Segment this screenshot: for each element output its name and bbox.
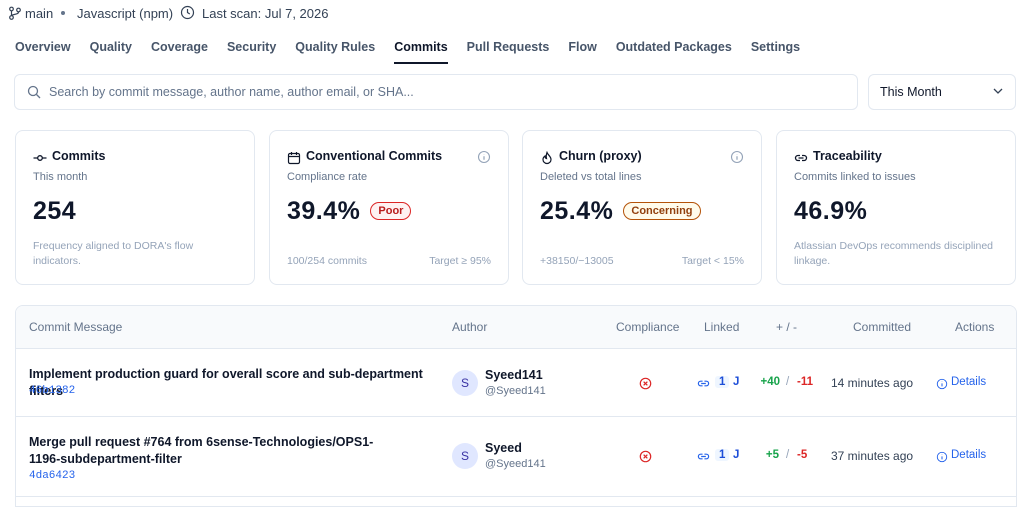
- card-footer-left: +38150/−13005: [540, 255, 614, 267]
- noncompliant-icon: [639, 377, 652, 389]
- card-value: 39.4% Poor: [287, 197, 412, 226]
- committed-time: 14 minutes ago: [831, 375, 914, 390]
- card-footer: Frequency aligned to DORA's flow indicat…: [33, 240, 194, 267]
- card-footer-left: 100/254 commits: [287, 255, 367, 267]
- separator: /: [786, 449, 790, 461]
- search-box[interactable]: Search by commit message, author name, a…: [14, 74, 858, 110]
- commit-message: Implement production guard for overall s…: [29, 367, 423, 398]
- clock-icon: [180, 5, 195, 20]
- lines-removed: -5: [797, 449, 808, 461]
- tab[interactable]: Commits: [394, 40, 448, 64]
- author-handle: @Syeed141: [485, 384, 546, 397]
- avatar: S: [452, 369, 478, 396]
- card-footer-right: Target < 15%: [681, 255, 744, 267]
- details-icon: [936, 378, 948, 389]
- committed-time: 37 minutes ago: [831, 449, 914, 463]
- column-header: + / -: [776, 320, 798, 334]
- noncompliant-icon: [639, 450, 652, 463]
- column-header: Actions: [955, 320, 995, 334]
- link-icon: [697, 380, 710, 386]
- card-value: 46.9%: [794, 197, 867, 226]
- card-icon: [542, 151, 552, 165]
- search-icon: [27, 85, 41, 99]
- value: 39.4%: [287, 197, 361, 225]
- lines-removed: -11: [797, 375, 813, 388]
- period-select[interactable]: This Month: [868, 74, 1016, 110]
- card-title: Conventional Commits: [306, 149, 443, 163]
- commit-row: Implement production guard for overall s…: [16, 349, 1016, 417]
- card-icon: [794, 154, 808, 162]
- branch-icon: [9, 6, 21, 20]
- info-icon: [730, 150, 744, 164]
- chevron: [993, 88, 1003, 94]
- card-value: 25.4% Concerning: [540, 197, 701, 226]
- details-icon: [936, 451, 948, 463]
- separator: /: [786, 375, 790, 388]
- metric-card: Conventional Commits Compliance rate 39.4%…: [269, 130, 509, 285]
- language: Javascript (npm): [77, 5, 174, 21]
- column-header: Committed: [853, 320, 912, 334]
- metric-card: Churn (proxy) Deleted vs total lines 25.4%…: [522, 130, 762, 285]
- card-footer: Atlassian DevOps recommends disciplined …: [794, 240, 994, 267]
- tab[interactable]: Overview: [15, 40, 71, 54]
- info-icon: [477, 150, 491, 164]
- card-subtitle: Commits linked to issues: [794, 171, 916, 183]
- linked-key[interactable]: J: [733, 449, 740, 461]
- commits-table: Commit Message Author Compliance Linked + / …: [15, 305, 1017, 507]
- card-subtitle: This month: [33, 171, 88, 183]
- link-icon: [697, 453, 710, 460]
- lines-added: +5: [765, 449, 779, 461]
- lines-added: +40: [760, 375, 780, 388]
- linked-count[interactable]: 1: [715, 375, 730, 388]
- badge: Concerning: [623, 202, 701, 220]
- card-title: Commits: [52, 149, 106, 163]
- tab[interactable]: Quality Rules: [295, 40, 376, 54]
- details-link[interactable]: Details: [951, 375, 987, 388]
- card-icon: [287, 152, 301, 165]
- card-subtitle: Compliance rate: [287, 171, 368, 183]
- card-title: Churn (proxy): [559, 149, 642, 163]
- tab[interactable]: Flow: [568, 40, 597, 54]
- commit-message: Merge pull request #764 from 6sense-Tech…: [29, 435, 374, 466]
- linked-key[interactable]: J: [733, 375, 740, 388]
- tab[interactable]: Settings: [750, 40, 801, 54]
- metric-card: Commits This month 254 Frequency aligned to…: [15, 130, 255, 285]
- badge: Poor: [370, 202, 412, 220]
- dot: [61, 11, 65, 15]
- author-name: Syeed141: [485, 367, 543, 382]
- branch: main: [25, 5, 54, 21]
- card-value: 254: [33, 197, 76, 226]
- tab[interactable]: Outdated Packages: [615, 40, 732, 54]
- tab[interactable]: Security: [226, 40, 277, 54]
- author-handle: @Syeed141: [485, 458, 546, 470]
- details-link[interactable]: Details: [951, 449, 987, 461]
- value: 25.4%: [540, 197, 614, 225]
- tab[interactable]: Quality: [89, 40, 132, 54]
- table-header: Commit Message Author Compliance Linked + / …: [16, 306, 1016, 349]
- column-header: Commit Message: [29, 320, 123, 334]
- tabs: Overview Quality Coverage Security Quality R…: [15, 40, 800, 64]
- period-label: This Month: [880, 85, 942, 99]
- card-icon: [33, 155, 47, 161]
- card-subtitle: Deleted vs total lines: [540, 171, 642, 183]
- search-placeholder: Search by commit message, author name, a…: [49, 85, 414, 99]
- commit-sha[interactable]: 4da6423: [29, 470, 76, 482]
- last-scan: Last scan: Jul 7, 2026: [202, 5, 329, 21]
- column-header: Linked: [704, 320, 740, 334]
- linked-count[interactable]: 1: [715, 449, 730, 461]
- avatar: S: [452, 443, 478, 469]
- tab[interactable]: Coverage: [150, 40, 208, 54]
- value: 254: [33, 197, 77, 225]
- tab[interactable]: Pull Requests: [466, 40, 550, 54]
- commit-sha[interactable]: 46b1382: [29, 385, 76, 397]
- card-title: Traceability: [813, 149, 882, 163]
- value: 46.9%: [794, 197, 868, 225]
- column-header: Compliance: [616, 320, 680, 334]
- card-footer-right: Target ≥ 95%: [429, 255, 491, 267]
- author-name: Syeed: [485, 441, 522, 455]
- commit-row: Merge pull request #764 from 6sense-Tech…: [16, 416, 1016, 497]
- page: {"header": {"branch": "main", "language"…: [9, 5, 1017, 507]
- column-header: Author: [452, 320, 488, 334]
- metric-card: Traceability Commits linked to issues 46.9…: [776, 130, 1016, 285]
